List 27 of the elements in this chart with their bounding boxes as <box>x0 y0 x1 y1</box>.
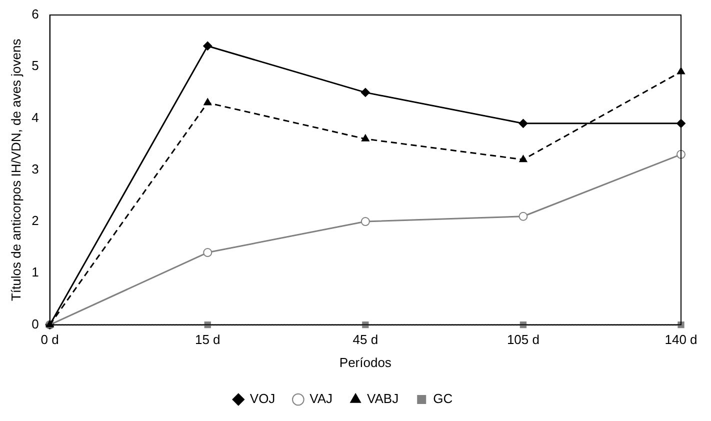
point <box>360 217 370 226</box>
point <box>203 41 212 50</box>
x-tick-label: 140 d <box>664 332 698 348</box>
y-tick-label: 5 <box>32 58 39 74</box>
point <box>518 212 528 221</box>
point <box>361 134 370 142</box>
y-tick-label: 0 <box>32 316 39 332</box>
y-tick-label: 6 <box>32 6 39 22</box>
legend-label: VAJ <box>310 391 333 406</box>
point <box>360 88 370 97</box>
y-tick-label: 4 <box>32 110 39 125</box>
y-tick-label: 1 <box>32 264 39 280</box>
y-tick-label: 3 <box>32 161 39 176</box>
legend-label: GC <box>433 391 453 406</box>
point <box>203 248 212 258</box>
x-tick-label: 105 d <box>506 332 540 348</box>
point <box>204 98 212 106</box>
y-axis-title: Títulos de anticorpos IH/VDN, de aves jovens <box>8 38 24 302</box>
y-tick-label: 2 <box>32 213 39 228</box>
x-tick-label: 15 d <box>194 332 220 348</box>
legend-label: VABJ <box>367 391 399 406</box>
legend-label: VOJ <box>250 391 276 406</box>
x-tick-label: 45 d <box>352 332 378 348</box>
point <box>518 118 528 128</box>
point <box>519 155 528 162</box>
x-axis-title: Períodos <box>339 354 392 370</box>
x-tick-label: 0 d <box>40 332 59 348</box>
